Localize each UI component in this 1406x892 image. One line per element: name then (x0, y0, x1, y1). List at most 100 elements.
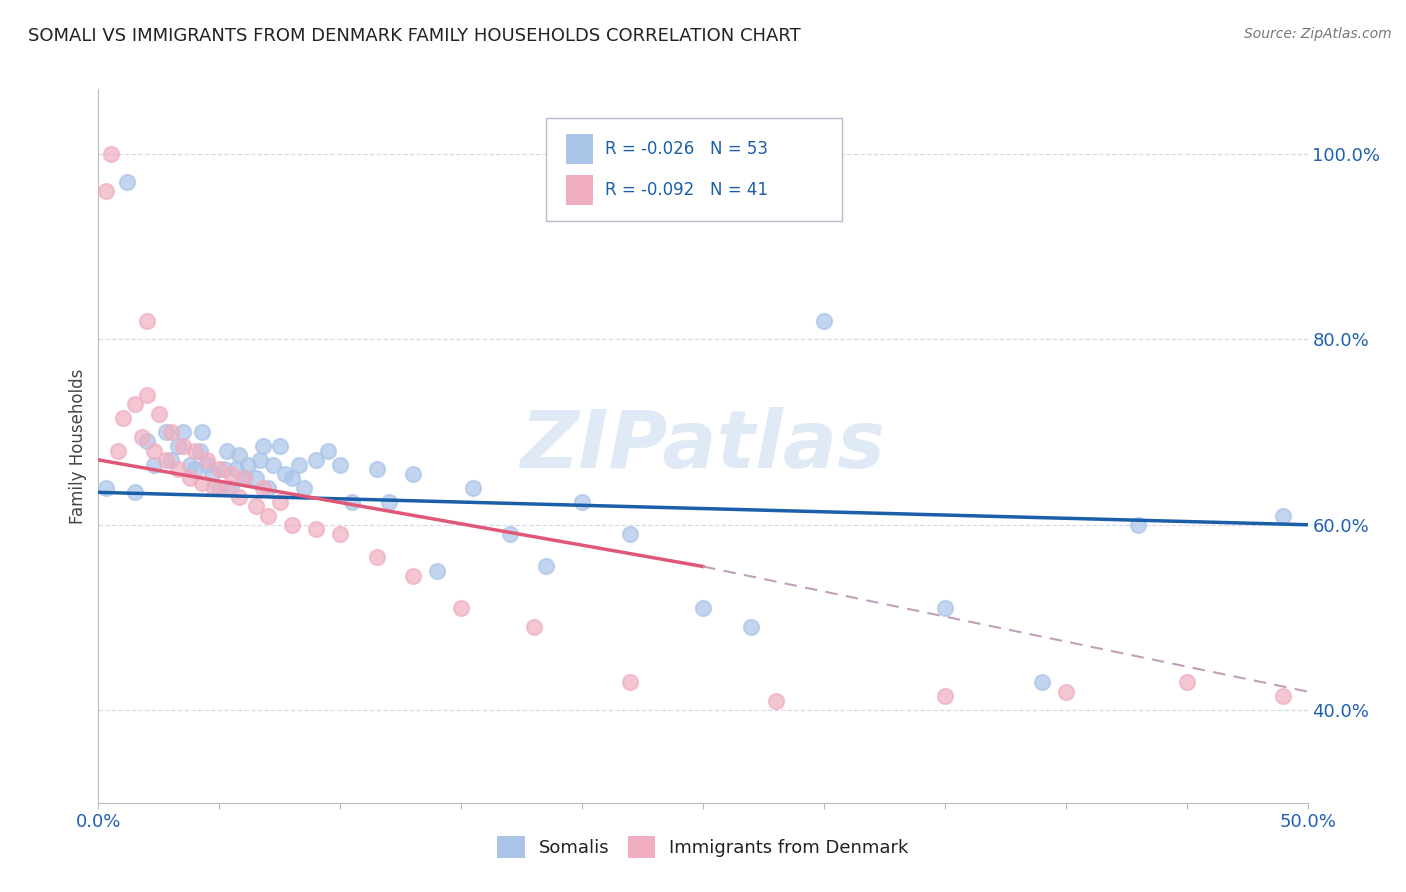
Point (215, 481, 238, 495)
Point (1031, 675, 1053, 690)
Point (155, 453, 177, 467)
Point (160, 453, 183, 467)
Point (256, 508, 278, 523)
Point (131, 430, 153, 444)
Point (238, 458, 260, 472)
Point (305, 523, 328, 537)
Text: R = -0.026   N = 53: R = -0.026 N = 53 (605, 140, 768, 158)
Point (245, 471, 267, 485)
Point (934, 601, 956, 615)
Point (252, 481, 274, 495)
Point (498, 527, 520, 541)
Point (195, 453, 218, 467)
Point (1128, 517, 1150, 532)
Point (167, 462, 190, 476)
Point (426, 564, 449, 578)
Point (184, 443, 207, 458)
Point (619, 527, 641, 541)
Point (107, 443, 129, 458)
Point (188, 443, 211, 458)
Point (402, 568, 425, 582)
Point (172, 425, 194, 439)
FancyBboxPatch shape (567, 134, 593, 164)
Point (329, 527, 352, 541)
Point (692, 601, 714, 615)
Point (155, 425, 177, 439)
Point (135, 314, 157, 328)
Point (232, 471, 254, 485)
Point (740, 620, 762, 634)
Y-axis label: Family Households: Family Households (69, 368, 87, 524)
Point (252, 439, 274, 453)
Point (179, 471, 201, 485)
Point (316, 443, 339, 458)
Text: Source: ZipAtlas.com: Source: ZipAtlas.com (1244, 27, 1392, 41)
Point (813, 314, 835, 328)
FancyBboxPatch shape (546, 118, 842, 221)
Point (366, 462, 388, 476)
Point (228, 490, 250, 504)
Point (167, 439, 190, 453)
Point (143, 458, 166, 472)
Point (523, 620, 546, 634)
Point (201, 467, 224, 481)
Point (1175, 675, 1198, 690)
Point (179, 458, 201, 472)
Text: SOMALI VS IMMIGRANTS FROM DENMARK FAMILY HOUSEHOLDS CORRELATION CHART: SOMALI VS IMMIGRANTS FROM DENMARK FAMILY… (28, 27, 801, 45)
Point (100, 147, 122, 161)
Legend: Somalis, Immigrants from Denmark: Somalis, Immigrants from Denmark (491, 829, 915, 865)
Point (402, 467, 425, 481)
Point (450, 601, 472, 615)
Point (135, 388, 157, 402)
Point (249, 453, 271, 467)
Point (534, 559, 557, 574)
Point (225, 462, 247, 476)
Point (221, 481, 243, 495)
Text: R = -0.092   N = 41: R = -0.092 N = 41 (605, 181, 768, 199)
Point (934, 690, 956, 704)
Point (377, 494, 399, 508)
Point (281, 517, 304, 532)
Point (208, 481, 231, 495)
Point (765, 694, 787, 708)
FancyBboxPatch shape (567, 175, 593, 205)
Point (288, 458, 311, 472)
Point (245, 500, 267, 514)
Point (117, 175, 139, 189)
Point (195, 458, 218, 472)
Point (269, 439, 291, 453)
Point (143, 443, 166, 458)
Point (124, 397, 146, 411)
Point (1272, 508, 1295, 523)
Point (184, 462, 207, 476)
Point (191, 425, 214, 439)
Point (94, 184, 117, 198)
Point (1272, 690, 1295, 704)
Point (292, 481, 315, 495)
Point (329, 458, 352, 472)
Point (1054, 684, 1077, 698)
Text: ZIPatlas: ZIPatlas (520, 407, 886, 485)
Point (619, 675, 641, 690)
Point (124, 485, 146, 500)
Point (305, 453, 328, 467)
Point (111, 411, 134, 425)
Point (232, 471, 254, 485)
Point (262, 458, 284, 472)
Point (342, 494, 364, 508)
Point (366, 550, 388, 565)
Point (208, 462, 231, 476)
Point (273, 467, 295, 481)
Point (281, 471, 304, 485)
Point (215, 443, 238, 458)
Point (191, 476, 214, 491)
Point (94, 481, 117, 495)
Point (135, 434, 157, 449)
Point (172, 439, 194, 453)
Point (204, 481, 226, 495)
Point (221, 467, 243, 481)
Point (269, 494, 291, 508)
Point (160, 425, 183, 439)
Point (256, 481, 278, 495)
Point (463, 481, 485, 495)
